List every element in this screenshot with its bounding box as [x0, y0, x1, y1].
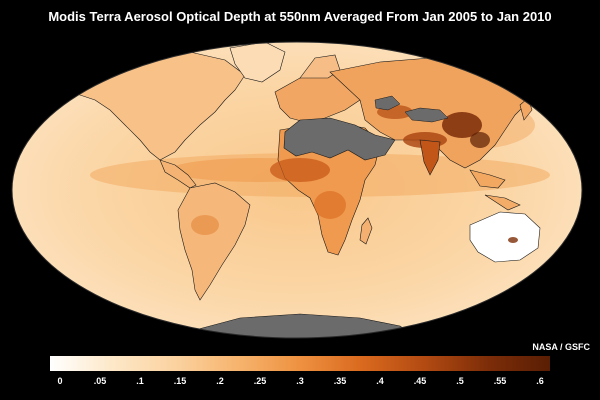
india: [419, 139, 441, 176]
colorbar-tick-label: .35: [333, 376, 347, 386]
map-title: Modis Terra Aerosol Optical Depth at 550…: [48, 9, 552, 24]
no-data-region-sahara: [283, 117, 396, 161]
colorbar-tick-label: .45: [413, 376, 427, 386]
colorbar-tick-label: .15: [173, 376, 187, 386]
colorbar-tick-label: .6: [536, 376, 544, 386]
colorbar: [50, 356, 550, 371]
colorbar-tick-label: .4: [376, 376, 384, 386]
central-america: [159, 159, 197, 189]
colorbar-tick-label: .55: [493, 376, 507, 386]
globe-outline: [11, 41, 583, 339]
colorbar-tick-label: .2: [216, 376, 224, 386]
no-data-region-antarctica: [179, 313, 421, 338]
credit-label: NASA / GSFC: [532, 342, 590, 352]
australia: [469, 211, 541, 263]
colorbar-ticks: 0 .05 .1 .15 .2 .25 .3 .35 .4 .45 .5 .55 .6: [50, 376, 550, 388]
greenland: [229, 42, 286, 83]
south-america: [177, 182, 251, 301]
colorbar-tick-label: .3: [296, 376, 304, 386]
colorbar-tick-label: .5: [456, 376, 464, 386]
colorbar-tick-label: .05: [93, 376, 107, 386]
colorbar-tick-label: .25: [253, 376, 267, 386]
colorbar-tick-label: .1: [136, 376, 144, 386]
colorbar-tick-label: 0: [57, 376, 63, 386]
